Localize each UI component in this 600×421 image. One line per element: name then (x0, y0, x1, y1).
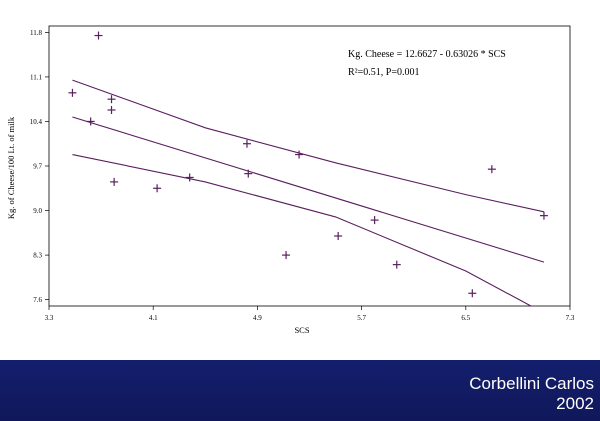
data-point-17 (539, 211, 548, 220)
data-point-10 (282, 251, 291, 260)
data-point-9 (244, 169, 253, 178)
author-name: Corbellini Carlos (469, 374, 594, 393)
y-tick-label-0: 7.6 (33, 296, 42, 304)
y-tick-label-4: 10.4 (30, 118, 43, 126)
x-tick-label-0: 3.3 (45, 314, 54, 322)
data-point-15 (468, 289, 477, 298)
data-point-11 (295, 150, 304, 159)
chart-panel (0, 0, 600, 360)
data-point-0 (68, 88, 77, 97)
y-tick-label-3: 9.7 (33, 163, 42, 171)
regression-line-lower (72, 154, 532, 307)
author-credit: Corbellini Carlos 2002 (469, 374, 594, 414)
data-point-5 (110, 177, 119, 186)
x-tick-label-4: 6.5 (461, 314, 470, 322)
x-tick-label-2: 4.9 (253, 314, 262, 322)
data-point-2 (94, 31, 103, 40)
data-point-3 (107, 95, 116, 104)
data-point-16 (487, 165, 496, 174)
y-tick-label-2: 9.0 (33, 207, 42, 215)
data-point-14 (392, 260, 401, 269)
x-tick-label-1: 4.1 (149, 314, 158, 322)
data-point-6 (153, 184, 162, 193)
scatter-chart: 3.3 4.1 4.9 5.7 6.5 7.3 7.6 8.3 9.0 9.7 10.4 11.1 11… (6, 25, 575, 335)
regression-line-upper (72, 79, 545, 213)
data-point-7 (185, 173, 194, 182)
regression-equation: Kg. Cheese = 12.6627 - 0.63026 * SCS (348, 49, 506, 60)
y-axis-title: Kg. of Cheese/100 Lt. of milk (6, 116, 16, 219)
data-point-12 (334, 232, 343, 240)
data-point-1 (86, 117, 95, 126)
r-squared-label: R²=0.51, P=0.001 (348, 67, 420, 78)
x-axis-title: SCS (294, 325, 309, 335)
y-tick-label-1: 8.3 (33, 252, 42, 260)
data-point-8 (242, 139, 251, 148)
x-tick-label-5: 7.3 (566, 314, 575, 322)
data-point-4 (107, 106, 116, 114)
x-tick-label-3: 5.7 (357, 314, 366, 322)
data-point-13 (370, 216, 379, 225)
y-tick-label-5: 11.1 (30, 73, 42, 81)
y-tick-label-6: 11.8 (30, 29, 42, 37)
credit-year: 2002 (556, 394, 594, 413)
regression-line-fit (72, 116, 545, 263)
